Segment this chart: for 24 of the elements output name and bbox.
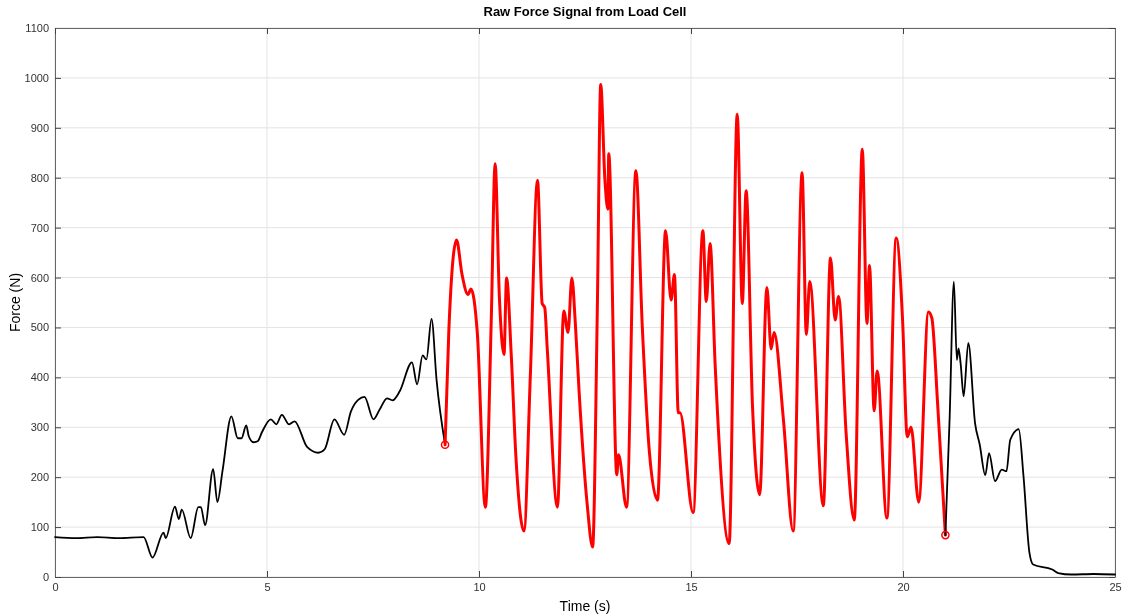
x-tick-label: 10 [473, 580, 486, 593]
x-tick-label: 20 [897, 580, 910, 593]
line-series [944, 280, 1116, 576]
y-tick-label: 200 [30, 471, 49, 484]
y-tick-label: 100 [30, 521, 49, 534]
x-tick-label: 15 [685, 580, 698, 593]
y-tick-label: 900 [30, 121, 49, 134]
y-tick-label: 500 [30, 321, 49, 334]
x-tick-label: 0 [52, 580, 59, 593]
y-tick-label: 400 [30, 371, 49, 384]
y-tick-label: 700 [30, 221, 49, 234]
y-tick-label: 300 [30, 421, 49, 434]
x-axis-title: Time (s) [559, 598, 611, 614]
y-tick-label: 600 [30, 271, 49, 284]
y-tick-label: 1100 [25, 22, 49, 35]
x-tick-label: 25 [1109, 580, 1122, 593]
line-series [443, 82, 947, 549]
chart-title: Raw Force Signal from Load Cell [483, 4, 687, 19]
y-tick-label: 800 [30, 171, 49, 184]
line-series [54, 318, 446, 559]
y-tick-label: 1000 [24, 71, 49, 84]
x-tick-label: 5 [264, 580, 271, 593]
y-tick-label: 0 [42, 571, 49, 584]
y-axis-title: Force (N) [7, 272, 23, 333]
